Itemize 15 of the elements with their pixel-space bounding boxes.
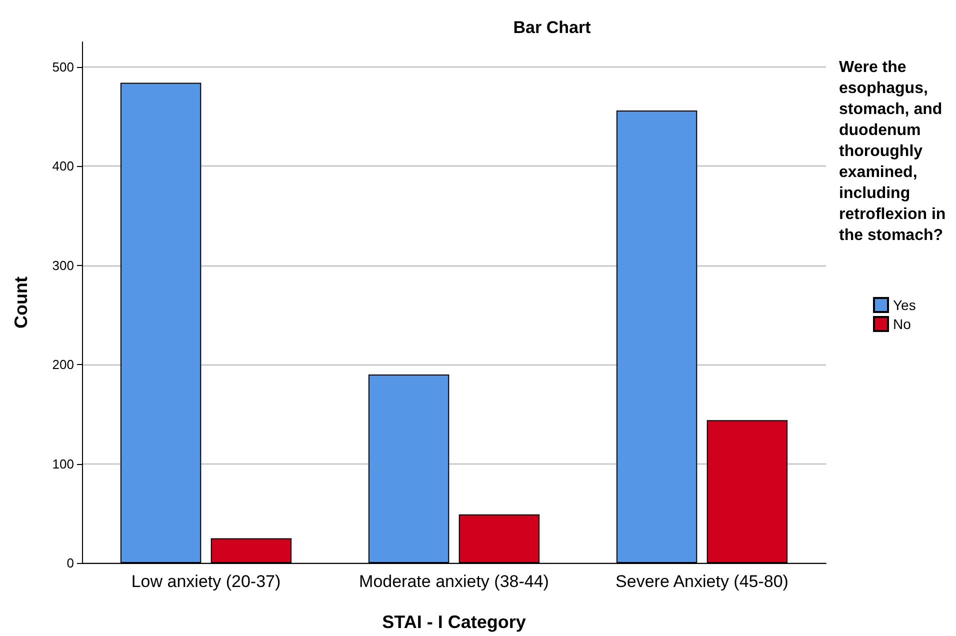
y-tick-label: 500 bbox=[52, 59, 74, 74]
x-tick-label: Moderate anxiety (38-44) bbox=[359, 572, 549, 591]
y-tick-label: 400 bbox=[52, 158, 74, 174]
y-tick-label: 0 bbox=[66, 556, 74, 570]
x-tick-label: Severe Anxiety (45-80) bbox=[616, 572, 788, 591]
chart-title: Bar Chart bbox=[513, 18, 592, 37]
y-tick-label: 100 bbox=[52, 456, 74, 472]
y-axis-title: Count bbox=[11, 276, 31, 328]
legend-label: Yes bbox=[893, 297, 916, 313]
y-tick-label: 300 bbox=[52, 258, 74, 273]
x-axis-title: STAI - I Category bbox=[382, 612, 526, 632]
y-tick-label: 200 bbox=[52, 357, 74, 372]
x-tick-label: Low anxiety (20-37) bbox=[131, 572, 281, 591]
text: Were the esophagus, stomach, and duodenum thoroughly examined, including retroflexion in the stomach? bbox=[839, 59, 946, 244]
legend-label: No bbox=[893, 316, 912, 332]
